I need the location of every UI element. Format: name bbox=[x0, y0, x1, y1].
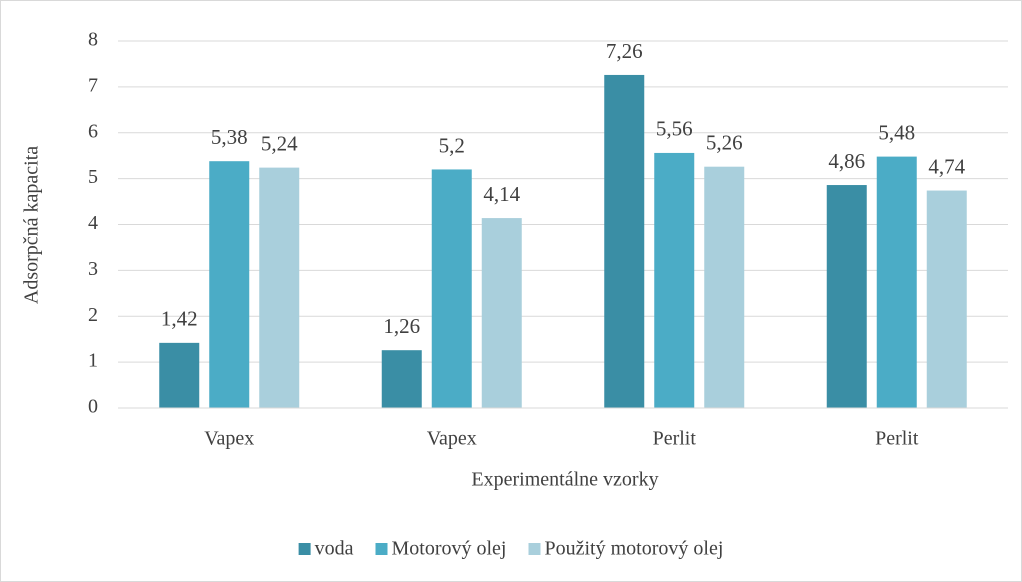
value-label: 4,14 bbox=[483, 182, 520, 206]
legend-swatch bbox=[375, 543, 388, 555]
bar bbox=[159, 342, 200, 408]
value-label: 1,42 bbox=[161, 307, 198, 331]
value-label: 5,56 bbox=[656, 117, 693, 141]
y-axis-title: Adsorpčná kapacita bbox=[21, 146, 43, 304]
bar bbox=[704, 166, 745, 408]
y-tick-label: 7 bbox=[88, 74, 98, 96]
y-tick-label: 4 bbox=[88, 212, 98, 234]
value-label: 5,24 bbox=[261, 131, 298, 155]
value-label: 4,86 bbox=[828, 149, 865, 173]
value-label: 5,2 bbox=[439, 133, 465, 157]
bar bbox=[259, 167, 300, 408]
value-label: 1,26 bbox=[383, 314, 420, 338]
value-label: 7,26 bbox=[606, 39, 643, 63]
y-tick-label: 3 bbox=[88, 258, 98, 280]
bar bbox=[926, 190, 967, 408]
bar bbox=[209, 161, 250, 408]
legend-label: Použitý motorový olej bbox=[545, 538, 724, 560]
bar bbox=[431, 169, 472, 408]
x-tick-label: Vapex bbox=[204, 428, 254, 450]
y-tick-label: 1 bbox=[88, 350, 98, 372]
legend-swatch bbox=[528, 543, 541, 555]
bar bbox=[381, 350, 422, 408]
bar bbox=[604, 74, 645, 408]
x-axis-title: Experimentálne vzorky bbox=[471, 469, 658, 491]
value-label: 5,48 bbox=[878, 120, 915, 144]
x-tick-label: Perlit bbox=[875, 428, 919, 450]
bar bbox=[826, 185, 867, 408]
bar bbox=[654, 152, 695, 408]
value-label: 5,38 bbox=[211, 125, 248, 149]
x-tick-label: Perlit bbox=[653, 428, 697, 450]
y-tick-label: 5 bbox=[88, 166, 98, 188]
x-tick-label: Vapex bbox=[427, 428, 477, 450]
bar bbox=[876, 156, 917, 408]
value-label: 4,74 bbox=[928, 154, 965, 178]
value-label: 5,26 bbox=[706, 131, 743, 155]
legend-label: Motorový olej bbox=[392, 538, 507, 560]
y-tick-label: 6 bbox=[88, 120, 98, 142]
y-tick-label: 8 bbox=[88, 29, 98, 51]
bar bbox=[481, 218, 522, 408]
legend-label: voda bbox=[315, 538, 354, 560]
y-tick-label: 2 bbox=[88, 304, 98, 326]
y-tick-label: 0 bbox=[88, 396, 98, 418]
legend-swatch bbox=[298, 543, 311, 555]
